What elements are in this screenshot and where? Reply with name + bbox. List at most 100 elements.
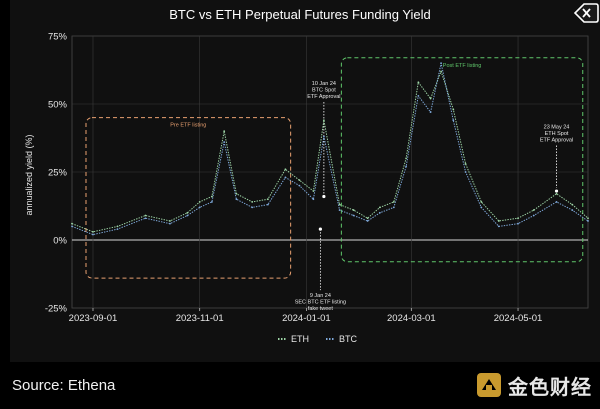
data-point [464,171,467,173]
data-point [480,201,483,203]
data-point [235,192,238,195]
data-point [429,97,432,100]
data-point [284,168,287,171]
x-tick-label: 2024-05-01 [494,313,543,324]
data-point [352,209,355,211]
data-point [405,165,407,168]
data-point [417,81,420,84]
annotation-box-label: Post ETF listing [443,63,482,69]
data-point [223,141,226,143]
annotation-text: ETH Spot [545,131,569,137]
annotation-text: SEC BTC ETF listing [295,300,346,306]
data-point [211,201,213,203]
tick-layer: 75% 50% 25% 0% -25%2023-09-01 2023-11-01 2024-… [45,32,543,325]
data-point [322,135,325,138]
grid-layer [71,35,589,311]
data-point [378,206,381,209]
chart-legend: ETH BTC [278,334,358,344]
data-point [338,209,341,211]
data-point [440,70,442,73]
data-point [144,217,147,220]
data-point [571,209,574,211]
data-point [532,214,535,217]
x-tick-label: 2023-11-01 [176,313,224,324]
data-point [440,62,442,65]
data-point [267,203,269,206]
source-caption: Source: Ethena [12,377,116,394]
data-point [322,119,325,122]
data-point [186,214,189,217]
data-point [235,198,238,201]
annotation-point [554,189,559,193]
y-tick-label: 0% [53,236,67,247]
data-point [144,214,147,217]
data-point [186,211,189,214]
annotation-point [322,194,326,199]
series-line [71,62,589,236]
series-line [71,70,589,233]
annotation-box [340,57,584,263]
data-point [352,214,355,217]
data-point [267,198,269,201]
data-point [198,201,201,203]
data-point [251,206,254,209]
data-point [555,192,558,195]
annotation-text: BTC Spot [312,87,336,93]
collapse-icon[interactable] [568,0,600,26]
annotation-layer: Pre ETF listing Post ETF listing 10 Jan 24… [85,57,584,312]
data-point [452,108,455,111]
x-tick-label: 2024-03-01 [387,313,436,324]
data-point [378,211,381,214]
y-tick-label: 75% [48,32,68,43]
brand-name: 金色财经 [508,374,592,399]
data-point [251,201,254,203]
data-point [555,201,558,203]
data-point [587,217,589,220]
data-point [92,230,94,233]
legend-label: ETH [291,334,309,344]
data-point [71,222,73,225]
data-point [223,130,226,133]
data-point [116,225,119,228]
data-point [587,220,589,222]
data-point [392,201,395,203]
data-point [366,220,369,222]
annotation-text: ETF Approval [540,137,573,143]
data-point [517,222,519,225]
chart-panel: BTC vs ETH Perpetual Futures Funding Yie… [10,0,600,362]
data-point [405,157,407,160]
data-point [417,94,420,97]
data-point [71,225,73,228]
data-point [298,179,301,182]
data-point [284,176,287,179]
data-point [480,206,483,209]
series-layer [71,62,589,236]
data-point [497,225,500,228]
y-axis-label: annualized yield (%) [24,134,34,215]
data-point [312,190,315,192]
data-point [464,162,467,165]
series-btc [71,62,589,236]
data-point [497,220,500,222]
annotation-text: 9 Jan 24 [310,293,331,299]
data-point [169,220,171,222]
data-point [338,203,341,206]
data-point [298,184,301,187]
annotation-point [318,227,322,231]
data-point [366,217,369,220]
annotation-text: fake tweet [308,306,334,312]
data-point [452,119,455,122]
y-tick-label: 25% [48,168,68,179]
data-point [169,222,171,225]
data-point [517,217,519,220]
x-tick-label: 2023-09-01 [69,313,118,324]
brand-logo: 金色财经 [476,370,592,400]
brand-mark-icon [477,373,501,397]
chart-title: BTC vs ETH Perpetual Futures Funding Yie… [169,7,431,22]
data-point [198,206,201,209]
annotation-text: ETF Approval [307,94,340,100]
annotation-text: 23 May 24 [544,124,570,130]
data-point [571,203,574,206]
annotation-box-label: Pre ETF listing [170,123,206,129]
y-tick-label: 50% [48,100,68,111]
